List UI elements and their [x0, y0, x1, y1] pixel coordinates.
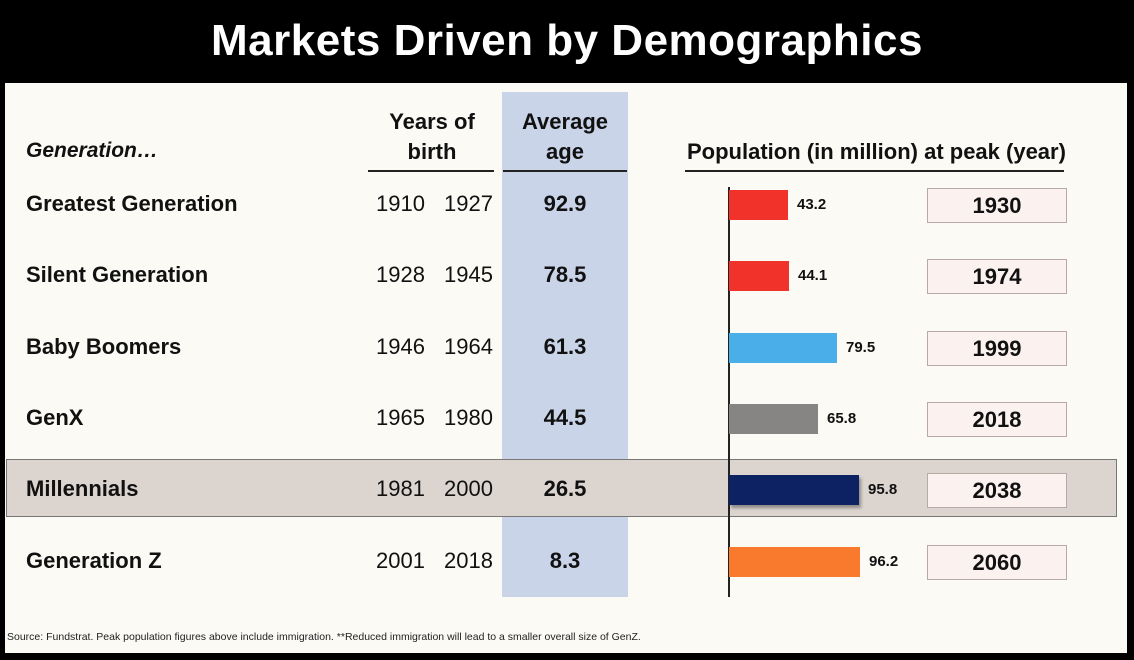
population-value-label: 44.1 [798, 267, 828, 284]
years-header-line1: Years of [389, 109, 475, 134]
peak-year-box: 2060 [927, 545, 1067, 580]
birth-year-end: 1945 [444, 262, 493, 287]
birth-year-end: 1927 [444, 191, 493, 216]
population-bar [729, 547, 860, 577]
birth-year-end: 2018 [444, 548, 493, 573]
average-age-value: 78.5 [543, 262, 587, 287]
avg-header-line2: age [546, 139, 584, 164]
population-value-label: 79.5 [846, 339, 876, 356]
years-header-rule [368, 170, 494, 172]
population-value-label: 43.2 [797, 196, 827, 213]
generation-name: Greatest Generation [26, 191, 238, 216]
average-age-value: 8.3 [549, 548, 581, 573]
peak-year-box: 1974 [927, 259, 1067, 294]
source-note: Source: Fundstrat. Peak population figur… [7, 631, 641, 643]
birth-year-end: 1980 [444, 405, 493, 430]
avg-header-line1: Average [521, 109, 608, 134]
peak-year-box: 2018 [927, 402, 1067, 437]
population-bar [729, 475, 859, 505]
years-of-birth-header: Years of birth [367, 107, 497, 167]
population-value-label: 65.8 [827, 410, 857, 427]
birth-year-start: 1981 [376, 476, 425, 501]
avg-header-rule [503, 170, 627, 172]
population-bar [729, 333, 837, 363]
bar-axis [728, 187, 730, 597]
birth-year-start: 1928 [376, 262, 425, 287]
generation-name: Millennials [26, 476, 139, 501]
generation-name: GenX [26, 405, 84, 430]
average-age-value: 92.9 [543, 191, 587, 216]
birth-year-start: 1946 [376, 334, 425, 359]
generation-name: Baby Boomers [26, 334, 182, 359]
birth-year-start: 2001 [376, 548, 425, 573]
average-age-value: 26.5 [543, 476, 587, 501]
birth-year-start: 1965 [376, 405, 425, 430]
average-age-header: Average age [502, 107, 628, 167]
demographics-panel: Generation… Years of birth Average age P… [5, 83, 1127, 653]
peak-year-box: 1999 [927, 331, 1067, 366]
birth-year-end: 1964 [444, 334, 493, 359]
population-header: Population (in million) at peak (year) [687, 139, 1066, 164]
years-header-line2: birth [407, 139, 457, 164]
population-value-label: 96.2 [869, 553, 899, 570]
birth-year-end: 2000 [444, 476, 493, 501]
generation-name: Generation Z [26, 548, 162, 573]
population-value-label: 95.8 [868, 481, 898, 498]
average-age-value: 61.3 [543, 334, 587, 359]
population-bar [729, 190, 788, 220]
generation-name: Silent Generation [26, 262, 209, 287]
peak-year-box: 2038 [927, 473, 1067, 508]
slide-title: Markets Driven by Demographics [211, 16, 923, 65]
average-age-value: 44.5 [543, 405, 587, 430]
population-bar [729, 404, 818, 434]
peak-year-box: 1930 [927, 188, 1067, 223]
population-bar [729, 261, 789, 291]
generation-header: Generation… [26, 139, 158, 162]
birth-year-start: 1910 [376, 191, 425, 216]
population-header-rule [685, 170, 1064, 172]
